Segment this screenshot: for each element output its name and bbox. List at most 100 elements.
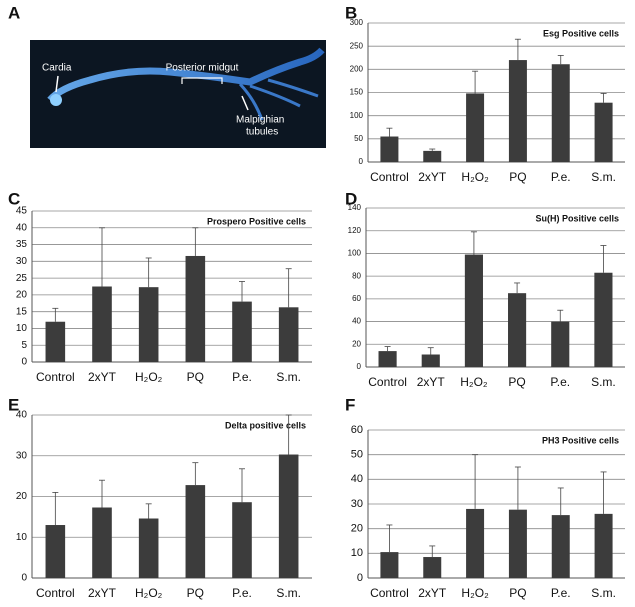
y-tick-label: 0 [359,157,364,166]
y-tick-label: 120 [348,226,362,235]
x-tick-label: 2xYT [417,375,446,389]
y-tick-label: 5 [21,340,27,351]
bar [594,102,613,162]
y-tick-label: 0 [357,362,362,371]
x-tick-label: Control [36,586,75,600]
y-tick-label: 15 [16,306,28,317]
bar [464,254,483,367]
x-tick-label: P.e. [232,586,252,600]
x-tick-label: H₂O₂ [135,586,163,600]
x-tick-label: H₂O₂ [460,375,488,389]
x-tick-label: 2xYT [88,586,117,600]
y-tick-label: 40 [351,473,363,485]
x-tick-label: S.m. [276,586,301,600]
x-tick-label: PQ [187,586,204,600]
bar [508,60,527,162]
y-tick-label: 50 [351,449,363,461]
panel-label: F [345,395,355,414]
panel-label: D [345,189,357,208]
bar [138,518,159,578]
bar [421,354,440,367]
y-tick-label: 20 [16,491,28,502]
chart-title: PH3 Positive cells [542,435,619,445]
y-tick-label: 20 [352,339,361,348]
bar [232,301,252,362]
bar [185,255,206,362]
bar [423,150,442,162]
y-tick-label: 0 [21,357,27,368]
panel-label: E [8,395,19,414]
x-tick-label: PQ [508,375,525,389]
bar [551,515,570,578]
x-tick-label: P.e. [232,370,252,384]
x-tick-label: PQ [509,170,526,184]
y-tick-label: 150 [350,88,364,97]
y-tick-label: 40 [16,410,28,421]
bar [92,507,112,578]
bar [45,525,66,578]
bar [508,509,527,578]
bar [232,502,252,578]
y-tick-label: 100 [348,249,362,258]
y-tick-label: 300 [350,18,364,27]
chart-title: Prospero Positive cells [207,216,306,226]
bar [92,286,112,362]
y-tick-label: 40 [352,317,361,326]
chart-title: Su(H) Positive cells [535,213,619,223]
x-tick-label: Control [368,375,407,389]
bar [380,136,399,162]
y-tick-label: 30 [16,256,28,267]
y-tick-label: 40 [16,222,28,233]
x-tick-label: S.m. [276,370,301,384]
panel-label: A [8,3,20,22]
y-tick-label: 25 [16,273,28,284]
x-tick-label: 2xYT [88,370,117,384]
x-tick-label: Control [36,370,75,384]
bar [551,64,570,162]
annotation: Malpighian [236,115,284,126]
bar [45,321,66,362]
bar [594,513,613,578]
y-tick-label: 200 [350,64,364,73]
bar [278,307,299,362]
x-tick-label: H₂O₂ [135,370,163,384]
x-tick-label: H₂O₂ [461,170,489,184]
annotation: tubules [246,127,278,138]
x-tick-label: 2xYT [418,586,447,600]
bar [594,272,613,367]
y-tick-label: 45 [16,206,28,217]
x-tick-label: PQ [187,370,204,384]
y-tick-label: 50 [354,134,363,143]
x-tick-label: P.e. [551,170,571,184]
annotation: Posterior midgut [166,63,239,74]
y-tick-label: 10 [16,532,28,543]
y-tick-label: 0 [357,572,363,584]
y-tick-label: 60 [351,424,363,436]
bar [423,557,442,578]
x-tick-label: S.m. [591,586,616,600]
bar [278,454,299,578]
y-tick-label: 140 [348,203,362,212]
panel-label: B [345,3,357,22]
x-tick-label: P.e. [550,375,570,389]
y-tick-label: 100 [350,111,364,120]
y-tick-label: 80 [352,271,361,280]
bar [380,552,399,578]
chart-title: Esg Positive cells [543,28,619,38]
y-tick-label: 20 [351,523,363,535]
y-tick-label: 10 [16,323,28,334]
x-tick-label: Control [370,170,409,184]
panel-label: C [8,189,20,208]
bar [466,93,485,162]
x-tick-label: Control [370,586,409,600]
micrograph [30,40,326,148]
y-tick-label: 30 [16,450,28,461]
y-tick-label: 10 [351,547,363,559]
x-tick-label: S.m. [591,170,616,184]
x-tick-label: P.e. [551,586,571,600]
chart-title: Delta positive cells [225,420,306,430]
x-tick-label: H₂O₂ [461,586,489,600]
bar [185,485,206,578]
y-tick-label: 35 [16,239,28,250]
